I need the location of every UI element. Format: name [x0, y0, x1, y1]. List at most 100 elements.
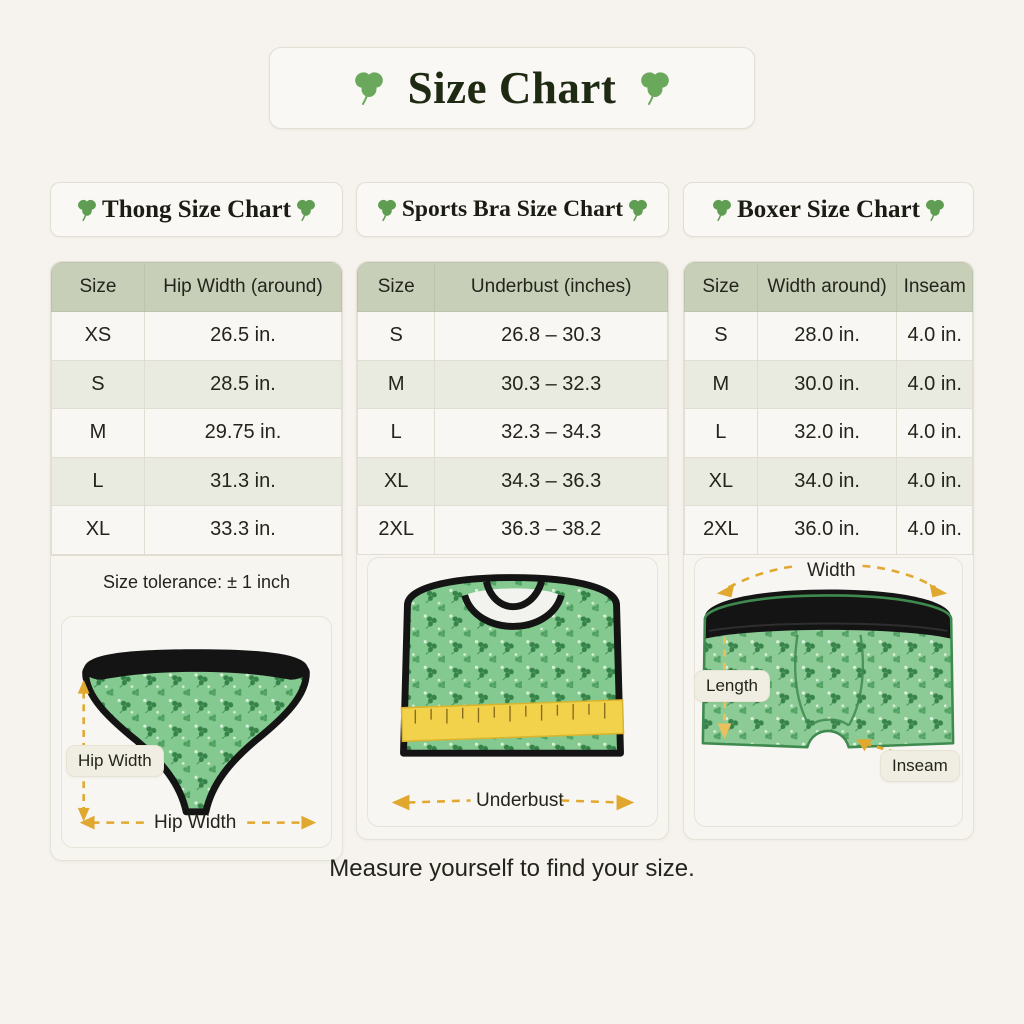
thong-figure: Hip Width Hip Width — [61, 615, 332, 848]
shamrock-icon — [711, 198, 733, 222]
panel-thong-body: Size Hip Width (around) XS 26.5 in. S 28… — [50, 261, 343, 861]
panel-boxer-body: Size Width around) Inseam S 28.0 in. 4.0… — [683, 261, 974, 840]
cell-underbust: 36.3 – 38.2 — [434, 505, 668, 555]
cell-underbust: 34.3 – 36.3 — [434, 456, 668, 506]
cell-size: XL — [684, 456, 758, 506]
table-row: XS 26.5 in. — [51, 311, 342, 361]
thong-size-table: Size Hip Width (around) XS 26.5 in. S 28… — [51, 262, 342, 555]
page-title: Size Chart — [407, 62, 617, 113]
table-row: S 28.0 in. 4.0 in. — [684, 311, 973, 361]
cell-size: L — [684, 408, 758, 458]
cell-inseam: 4.0 in. — [896, 505, 973, 555]
cell-width: 28.0 in. — [756, 311, 898, 361]
table-row: M 30.3 – 32.3 — [357, 359, 668, 409]
boxer-width-label: Width — [807, 559, 856, 581]
shamrock-icon — [376, 198, 398, 222]
panel-heading-label: Sports Bra Size Chart — [401, 196, 624, 222]
sports-bra-size-table: Size Underbust (inches) S 26.8 – 30.3 M … — [357, 262, 668, 555]
boxer-width-arrow — [716, 564, 948, 597]
panel-boxer: Boxer Size Chart Size Width around — [683, 182, 974, 840]
panel-sports-bra: Sports Bra Size Chart Size Underbu — [356, 182, 669, 840]
table-row: XL 33.3 in. — [51, 505, 342, 555]
table-row: L 32.3 – 34.3 — [357, 408, 668, 458]
footer-instruction: Measure yourself to find your size. — [329, 855, 695, 882]
thong-illustration — [82, 648, 310, 815]
table-row: L 31.3 in. — [51, 456, 342, 506]
thong-hip-width-chip: Hip Width — [66, 744, 164, 777]
table-row: 2XL 36.0 in. 4.0 in. — [684, 505, 973, 555]
table-header-row: Size Underbust (inches) — [357, 262, 668, 312]
column-header-width: Width around) — [756, 262, 898, 312]
cell-width: 32.0 in. — [756, 408, 898, 458]
table-header-row: Size Width around) Inseam — [684, 262, 973, 312]
table-row: 2XL 36.3 – 38.2 — [357, 505, 668, 555]
cell-hip-width: 33.3 in. — [143, 505, 342, 555]
cell-inseam: 4.0 in. — [896, 311, 973, 361]
shamrock-icon — [638, 70, 672, 106]
cell-width: 34.0 in. — [756, 456, 898, 506]
table-row: L 32.0 in. 4.0 in. — [684, 408, 973, 458]
column-header-size: Size — [51, 262, 145, 312]
thong-horizontal-arrow — [79, 815, 317, 830]
cell-width: 30.0 in. — [756, 359, 898, 409]
boxer-inseam-chip: Inseam — [880, 749, 960, 782]
cell-size: M — [684, 359, 758, 409]
cell-size: 2XL — [684, 505, 758, 555]
table-row: XL 34.3 – 36.3 — [357, 456, 668, 506]
cell-size: S — [51, 359, 145, 409]
shamrock-icon — [295, 198, 317, 222]
sports-bra-underbust-label: Underbust — [476, 789, 564, 811]
measuring-tape — [400, 698, 625, 742]
sports-bra-figure: Underbust — [367, 556, 658, 827]
table-row: M 30.0 in. 4.0 in. — [684, 359, 973, 409]
boxer-length-chip: Length — [694, 669, 770, 702]
panel-sports-bra-heading: Sports Bra Size Chart — [356, 182, 669, 237]
thong-vertical-arrow — [77, 679, 90, 822]
cell-size: XL — [51, 505, 145, 555]
sports-bra-underbust-arrow — [391, 794, 635, 810]
cell-size: M — [51, 408, 145, 458]
boxer-size-table: Size Width around) Inseam S 28.0 in. 4.0… — [684, 262, 973, 555]
shamrock-icon — [352, 70, 386, 106]
thong-hip-width-label: Hip Width — [154, 811, 237, 833]
table-row: S 28.5 in. — [51, 359, 342, 409]
column-header-hip-width: Hip Width (around) — [143, 262, 342, 312]
table-row: S 26.8 – 30.3 — [357, 311, 668, 361]
cell-underbust: 30.3 – 32.3 — [434, 359, 668, 409]
cell-size: S — [684, 311, 758, 361]
cell-size: XS — [51, 311, 145, 361]
cell-size: L — [51, 456, 145, 506]
cell-inseam: 4.0 in. — [896, 359, 973, 409]
panel-boxer-heading: Boxer Size Chart — [683, 182, 974, 237]
panel-thong: Thong Size Chart Size Hip Width (a — [50, 182, 343, 861]
table-row: XL 34.0 in. 4.0 in. — [684, 456, 973, 506]
cell-size: 2XL — [357, 505, 436, 555]
size-tolerance-note: Size tolerance: ± 1 inch — [51, 554, 342, 610]
cell-hip-width: 26.5 in. — [143, 311, 342, 361]
panel-heading-label: Thong Size Chart — [102, 195, 291, 223]
cell-size: XL — [357, 456, 436, 506]
shamrock-icon — [924, 198, 946, 222]
page-title-card: Size Chart — [269, 47, 755, 129]
column-header-inseam: Inseam — [896, 262, 973, 312]
cell-size: S — [357, 311, 436, 361]
shamrock-icon — [76, 198, 98, 222]
panel-heading-label: Boxer Size Chart — [737, 195, 920, 223]
column-header-size: Size — [357, 262, 436, 312]
column-header-size: Size — [684, 262, 758, 312]
table-header-row: Size Hip Width (around) — [51, 262, 342, 312]
cell-width: 36.0 in. — [756, 505, 898, 555]
cell-underbust: 26.8 – 30.3 — [434, 311, 668, 361]
sports-bra-illustration — [400, 573, 625, 757]
cell-inseam: 4.0 in. — [896, 408, 973, 458]
cell-size: L — [357, 408, 436, 458]
cell-hip-width: 31.3 in. — [143, 456, 342, 506]
boxer-figure: Width Length Inseam — [694, 556, 963, 827]
column-header-underbust: Underbust (inches) — [434, 262, 668, 312]
panel-sports-bra-body: Size Underbust (inches) S 26.8 – 30.3 M … — [356, 261, 669, 840]
cell-underbust: 32.3 – 34.3 — [434, 408, 668, 458]
cell-hip-width: 29.75 in. — [143, 408, 342, 458]
shamrock-icon — [627, 198, 649, 222]
panel-thong-heading: Thong Size Chart — [50, 182, 343, 237]
